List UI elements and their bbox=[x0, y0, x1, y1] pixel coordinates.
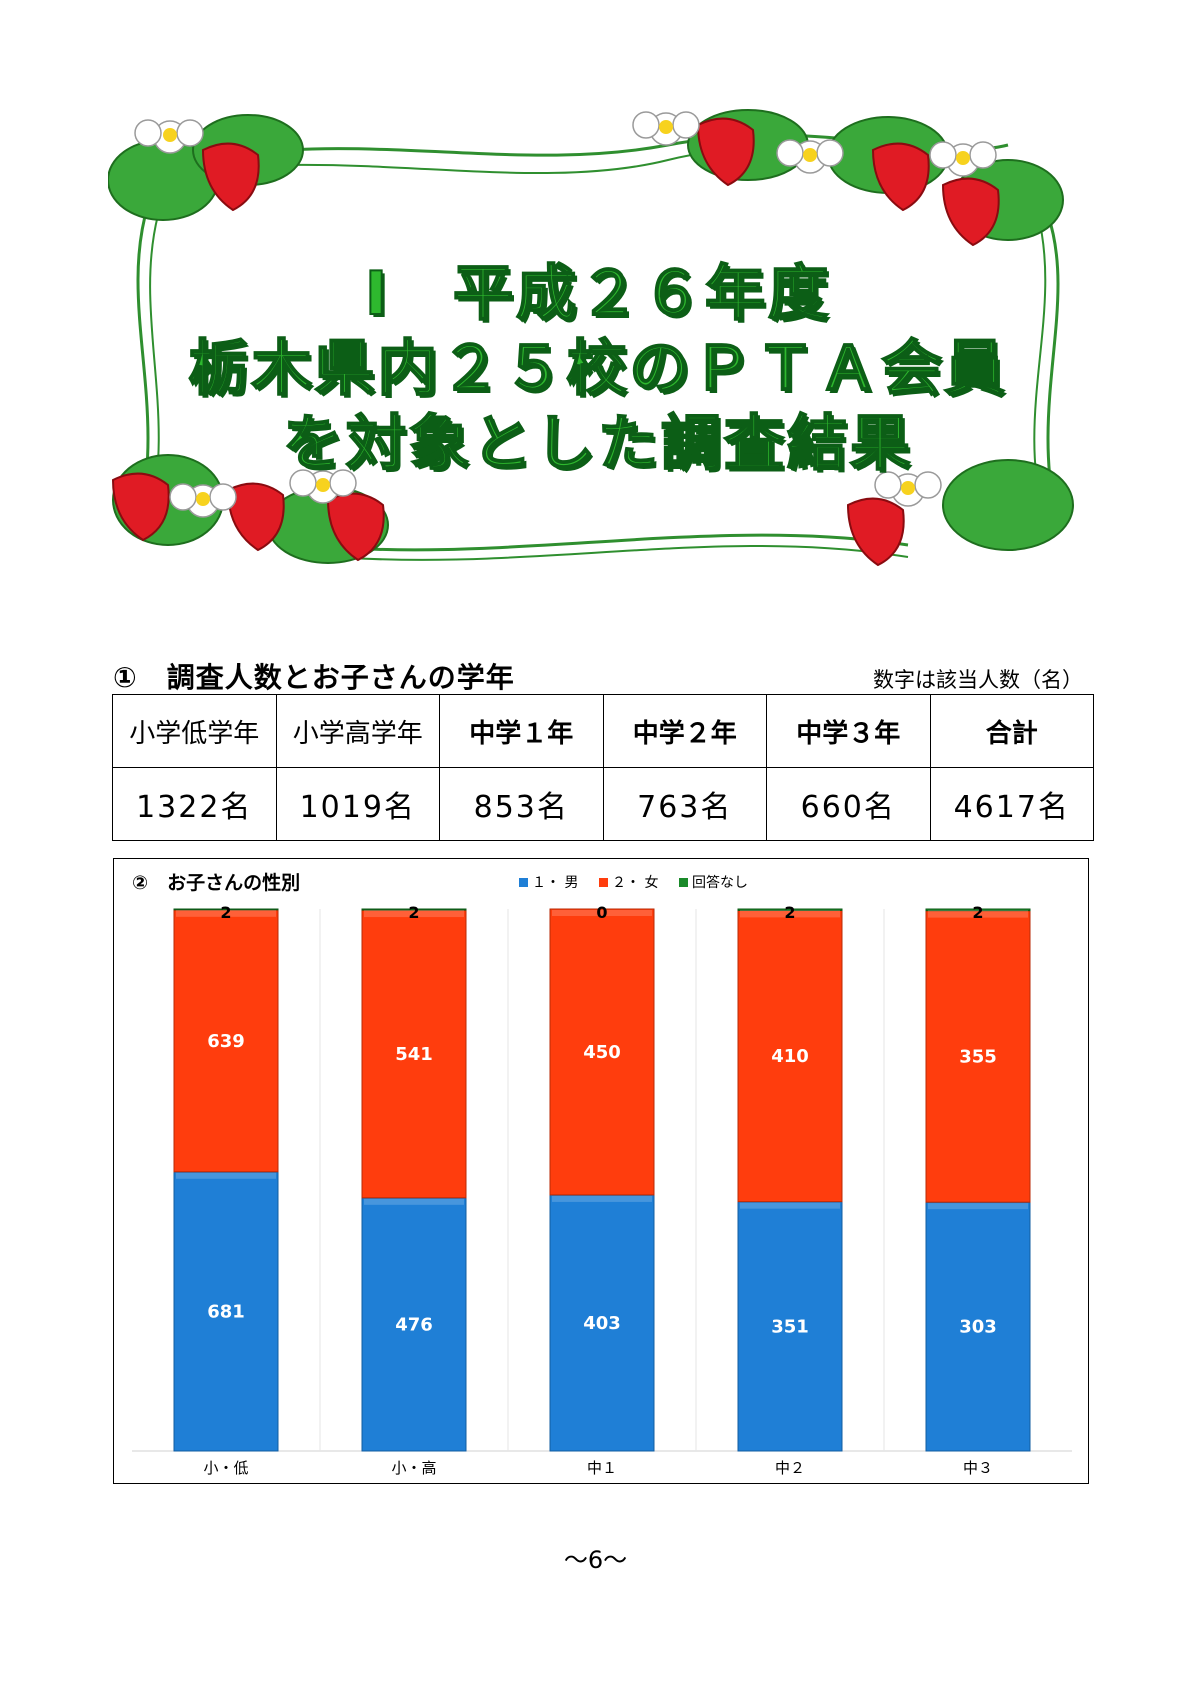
value-cell: 1322名 bbox=[112, 767, 277, 841]
bar-highlight bbox=[928, 911, 1028, 918]
x-tick-label: 中１ bbox=[587, 1459, 617, 1477]
bar-segment bbox=[925, 908, 1031, 912]
value-cell: 1019名 bbox=[275, 767, 440, 841]
data-label: 403 bbox=[583, 1313, 621, 1334]
bar-highlight bbox=[740, 911, 840, 918]
legend-swatch bbox=[599, 878, 608, 887]
value-cell: 4617名 bbox=[929, 767, 1094, 841]
bar-highlight bbox=[176, 910, 276, 911]
header-cell: 中学２年 bbox=[602, 694, 767, 768]
banner-title-line-1: Ⅰ 平成２６年度 bbox=[364, 258, 832, 330]
bar-highlight bbox=[364, 911, 464, 918]
data-label: 303 bbox=[959, 1317, 997, 1338]
bar-segment bbox=[173, 908, 279, 911]
x-tick-label: 中２ bbox=[775, 1459, 805, 1477]
bar-highlight bbox=[740, 1202, 840, 1209]
bar-segment bbox=[549, 908, 655, 1196]
legend-label: 回答なし bbox=[692, 874, 748, 891]
data-label: 541 bbox=[395, 1044, 433, 1065]
data-label: 2 bbox=[784, 903, 795, 922]
bar-highlight bbox=[364, 910, 464, 912]
bar-highlight bbox=[740, 910, 840, 912]
section1-heading: ① 調査人数とお子さんの学年 bbox=[113, 661, 515, 694]
banner-title-line-2: 栃木県内２５校のＰＴＡ会員 bbox=[188, 333, 1008, 405]
section1-note: 数字は該当人数（名） bbox=[873, 668, 1083, 692]
data-label: 410 bbox=[771, 1046, 809, 1067]
legend-label: ２・ 女 bbox=[612, 874, 658, 891]
bar-segment bbox=[361, 1197, 467, 1452]
data-label: 639 bbox=[207, 1031, 245, 1052]
bar-highlight bbox=[928, 910, 1028, 912]
value-cell: 660名 bbox=[766, 767, 931, 841]
value-cell: 853名 bbox=[439, 767, 604, 841]
data-label: 476 bbox=[395, 1314, 433, 1335]
gender-chart-svg: ② お子さんの性別 １・ 男 ２・ 女 回答なし 681 639 2 小・低 476 541 2 小・… bbox=[132, 871, 1072, 1477]
data-label: 2 bbox=[972, 903, 983, 922]
title-banner: Ⅰ 平成２６年度 栃木県内２５校のＰＴＡ会員 を対象とした調査結果 bbox=[108, 105, 1088, 605]
header-cell: 合計 bbox=[929, 694, 1094, 768]
strawberry-frame-icon bbox=[108, 109, 1074, 567]
header-cell: 中学３年 bbox=[766, 694, 931, 768]
bar-highlight bbox=[552, 1195, 652, 1202]
bar-highlight bbox=[364, 1198, 464, 1205]
bar-segment bbox=[173, 1171, 279, 1452]
data-label: 2 bbox=[220, 903, 231, 922]
bar-segment bbox=[361, 909, 467, 1199]
x-tick-label: 小・低 bbox=[203, 1459, 248, 1477]
legend-swatch bbox=[519, 878, 528, 887]
x-tick-label: 中３ bbox=[963, 1459, 993, 1477]
data-label: 450 bbox=[583, 1042, 621, 1063]
data-label: 351 bbox=[771, 1316, 809, 1337]
bar-highlight bbox=[176, 1172, 276, 1179]
header-cell: 小学低学年 bbox=[112, 694, 277, 768]
bar-highlight bbox=[176, 910, 276, 917]
table-header-row: 小学低学年 小学高学年 中学１年 中学２年 中学３年 合計 bbox=[112, 694, 1094, 768]
data-label: 355 bbox=[959, 1046, 997, 1067]
bar-segment bbox=[925, 1201, 1031, 1452]
value-cell: 763名 bbox=[602, 767, 767, 841]
data-label: 0 bbox=[596, 903, 607, 922]
legend-swatch bbox=[679, 878, 688, 887]
bar-segment bbox=[173, 909, 279, 1173]
bar-highlight bbox=[552, 910, 652, 916]
page-number: ～6～ bbox=[563, 1546, 628, 1574]
banner-title-line-3: を対象とした調査結果 bbox=[282, 408, 913, 480]
data-label: 681 bbox=[207, 1301, 245, 1322]
chart-title: ② お子さんの性別 bbox=[132, 871, 300, 894]
table-row: 1322名 1019名 853名 763名 660名 4617名 bbox=[112, 767, 1094, 841]
bar-highlight bbox=[928, 1203, 1028, 1210]
bar-segment bbox=[737, 909, 843, 1203]
bar-segment bbox=[737, 1201, 843, 1452]
bar-segment bbox=[925, 910, 1031, 1203]
bar-segment bbox=[361, 908, 467, 911]
header-cell: 中学１年 bbox=[439, 694, 604, 768]
header-cell: 小学高学年 bbox=[275, 694, 440, 768]
count-table: 小学低学年 小学高学年 中学１年 中学２年 中学３年 合計 1322名 1019… bbox=[112, 694, 1094, 841]
bar-segment bbox=[737, 908, 843, 911]
x-tick-label: 小・高 bbox=[391, 1459, 436, 1477]
gender-chart: ② お子さんの性別 １・ 男 ２・ 女 回答なし 681 639 2 小・低 476 541 2 小・… bbox=[113, 858, 1089, 1484]
legend-label: １・ 男 bbox=[532, 875, 578, 891]
data-label: 2 bbox=[408, 903, 419, 922]
